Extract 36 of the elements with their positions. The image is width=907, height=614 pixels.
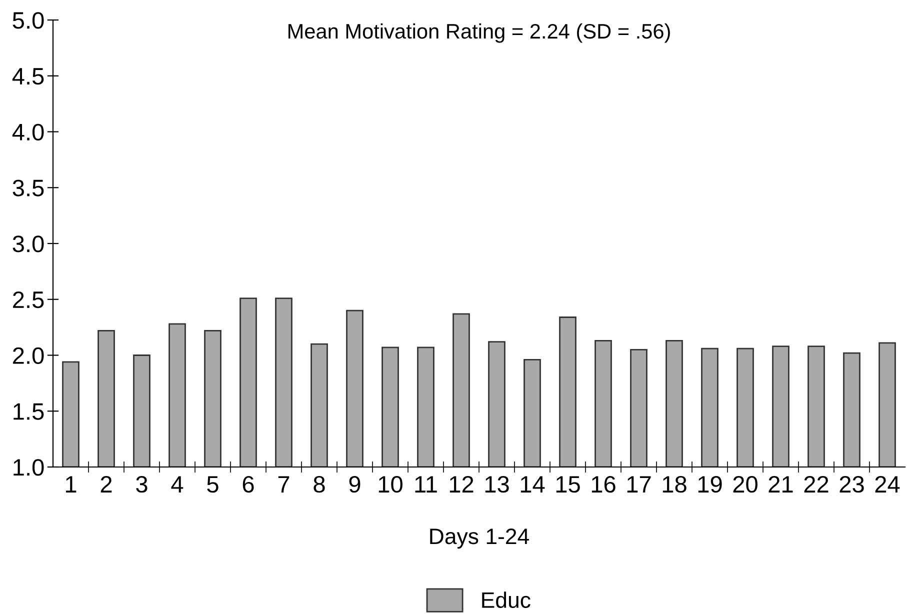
chart-title: Mean Motivation Rating = 2.24 (SD = .56) [288, 23, 670, 43]
y-tick-label: 3.5 [12, 180, 44, 196]
y-tick-label: 2.0 [13, 347, 44, 364]
y-tick-label: 3.0 [12, 236, 44, 252]
x-tick-label: 2 [100, 476, 112, 492]
x-tick-label: 3 [136, 476, 148, 493]
x-tick-label: 17 [627, 476, 651, 492]
y-tick-label: 4.5 [12, 68, 44, 85]
x-tick-label: 24 [875, 476, 900, 492]
x-tick-label: 15 [556, 476, 580, 493]
legend-label: Educ [482, 592, 530, 608]
x-tick-label: 9 [349, 476, 360, 493]
x-tick-label: 21 [768, 476, 793, 492]
x-tick-label: 5 [207, 476, 218, 493]
x-tick-label: 1 [66, 476, 76, 492]
x-tick-label: 11 [415, 476, 437, 492]
x-tick-label: 10 [378, 476, 402, 493]
x-tick-label: 20 [733, 476, 758, 493]
x-tick-label: 12 [450, 476, 474, 492]
y-tick-label: 4.0 [12, 124, 44, 141]
x-tick-label: 6 [242, 476, 254, 493]
y-tick-label: 1.0 [14, 459, 44, 476]
y-tick-label: 5.0 [12, 12, 44, 29]
x-tick-label: 23 [840, 476, 864, 493]
x-tick-label: 22 [804, 476, 828, 492]
y-tick-label: 1.5 [14, 403, 44, 420]
x-tick-label: 16 [592, 476, 616, 493]
x-tick-label: 13 [485, 476, 509, 493]
y-tick-label: 2.5 [13, 291, 44, 308]
x-tick-label: 8 [314, 476, 325, 493]
x-axis-title: Days 1-24 [430, 528, 529, 549]
x-tick-label: 7 [278, 476, 290, 492]
x-tick-label: 18 [662, 476, 686, 493]
x-tick-label: 14 [520, 476, 545, 492]
x-tick-label: 19 [698, 476, 722, 493]
x-tick-label: 4 [171, 476, 184, 492]
